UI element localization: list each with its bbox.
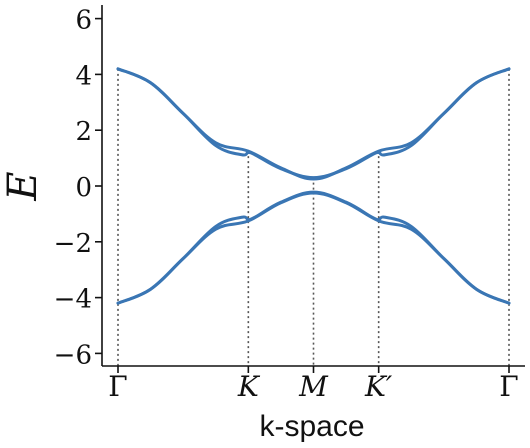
- x-tick-label-3: K′: [364, 370, 393, 403]
- y-tick-label-6: −6: [54, 340, 92, 370]
- x-tick-label-2: M: [298, 370, 329, 403]
- x-tick-label-1: K: [237, 370, 261, 403]
- x-tick-label-4: Γ: [499, 370, 518, 403]
- band-line-1: [116, 67, 511, 180]
- y-tick-label-0: 6: [75, 6, 92, 36]
- y-tick-label-1: 4: [75, 61, 92, 91]
- vertical-guides: [117, 68, 510, 366]
- y-tick-label-2: 2: [75, 117, 92, 147]
- band-line-0: [116, 67, 511, 181]
- y-ticks: 6 4 2 0 −2 −4 −6: [54, 6, 102, 370]
- y-tick-label-5: −4: [54, 285, 92, 315]
- x-axis-label: k-space: [259, 410, 364, 443]
- band-line-3: [116, 190, 511, 305]
- y-axis-label: E: [0, 171, 46, 201]
- axes: [101, 5, 525, 367]
- x-ticks: Γ K M K′ Γ: [108, 366, 519, 403]
- y-tick-label-4: −2: [54, 229, 92, 259]
- x-tick-label-0: Γ: [108, 370, 127, 403]
- y-tick-label-3: 0: [75, 173, 92, 203]
- band-lines: [116, 67, 511, 305]
